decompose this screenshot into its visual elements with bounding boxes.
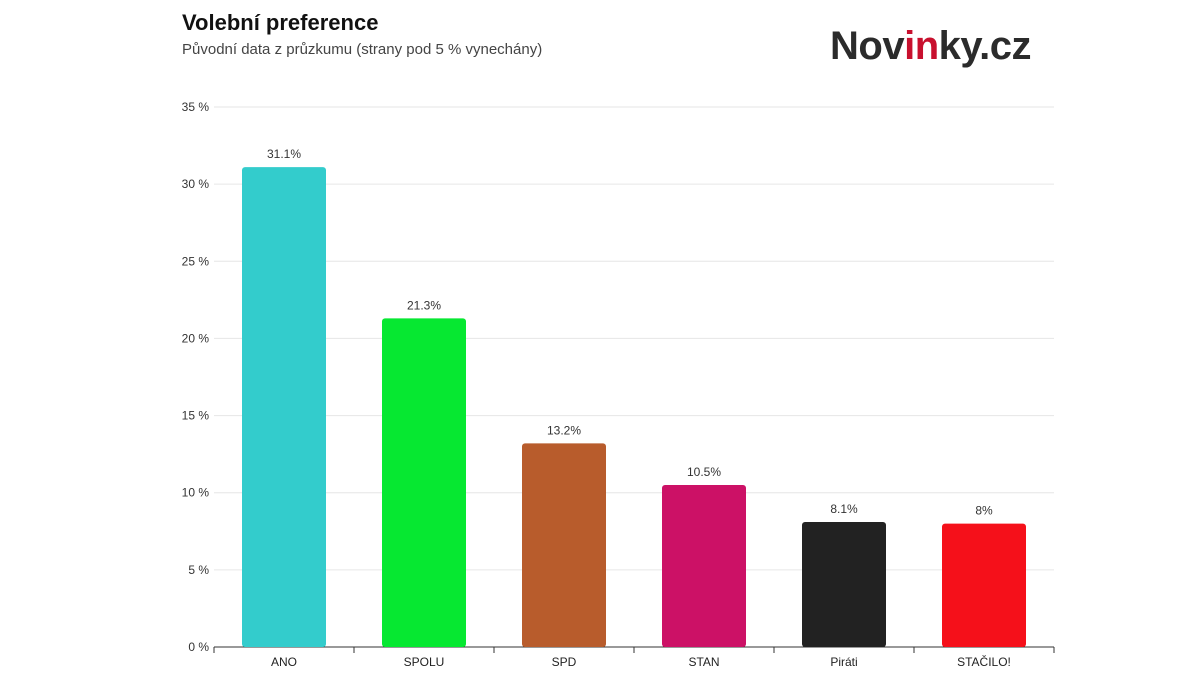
chart-title: Volební preference [182, 10, 379, 35]
bar [522, 443, 606, 647]
data-label: 8% [975, 504, 993, 518]
data-label: 8.1% [830, 502, 858, 516]
x-category-label: STAN [688, 655, 719, 669]
bar [382, 318, 466, 647]
data-label: 13.2% [547, 423, 581, 437]
y-tick-label: 10 % [182, 486, 210, 500]
data-label: 10.5% [687, 465, 721, 479]
y-tick-label: 30 % [182, 177, 210, 191]
novinky-logo[interactable]: Novinky.cz [830, 24, 1032, 68]
x-category-label: SPOLU [404, 655, 445, 669]
y-tick-label: 20 % [182, 331, 210, 345]
logo-text-part-1: Nov [830, 24, 905, 68]
x-category-label: Piráti [830, 655, 857, 669]
logo-text-accent: in [904, 24, 939, 68]
y-tick-label: 0 % [188, 640, 209, 654]
data-label: 21.3% [407, 298, 441, 312]
y-tick-label: 35 % [182, 100, 210, 114]
bar [802, 522, 886, 647]
bar [242, 167, 326, 647]
logo-text-part-2: ky.cz [938, 24, 1032, 68]
data-label: 31.1% [267, 147, 301, 161]
bar [662, 485, 746, 647]
x-category-label: STAČILO! [957, 654, 1011, 669]
x-category-label: SPD [552, 655, 577, 669]
x-category-label: ANO [271, 655, 297, 669]
y-tick-label: 15 % [182, 409, 210, 423]
y-tick-label: 25 % [182, 254, 210, 268]
chart-subtitle: Původní data z průzkumu (strany pod 5 % … [182, 41, 543, 58]
bar [942, 523, 1026, 647]
y-tick-label: 5 % [188, 563, 209, 577]
